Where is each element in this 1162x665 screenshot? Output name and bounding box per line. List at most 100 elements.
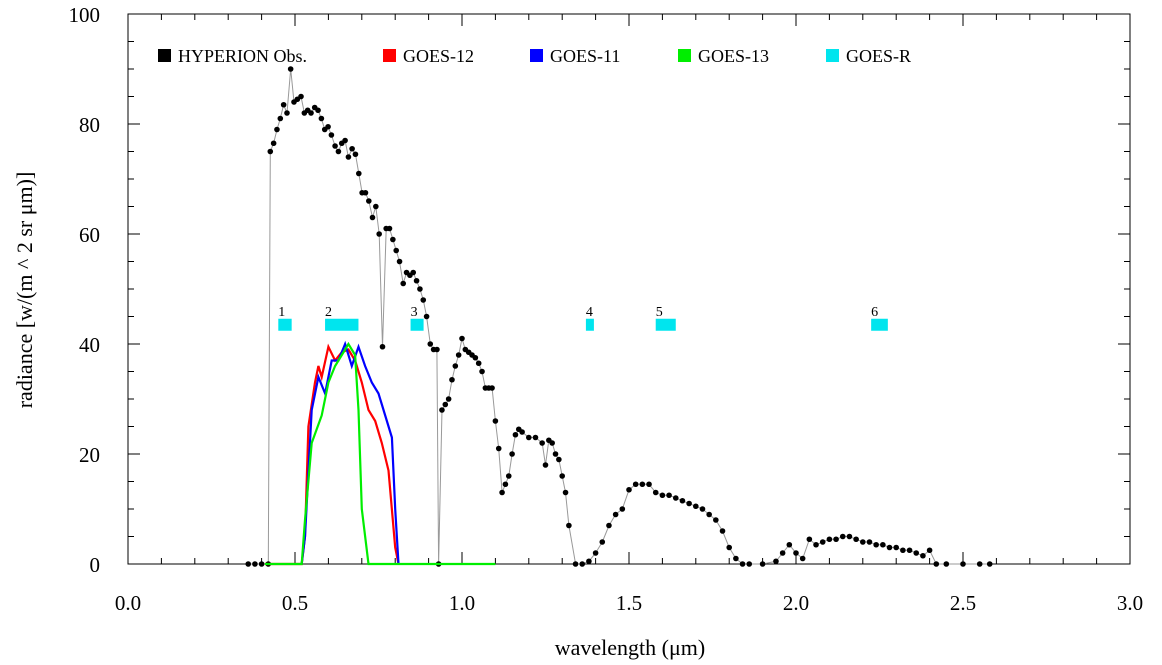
data-point xyxy=(509,451,515,457)
data-point xyxy=(686,500,692,507)
band xyxy=(325,318,359,331)
x-tick-label: 1.5 xyxy=(616,591,642,615)
y-tick-label: 100 xyxy=(69,3,101,27)
data-point xyxy=(562,489,569,496)
data-point xyxy=(920,552,926,559)
data-point xyxy=(893,544,899,551)
band xyxy=(585,318,594,331)
legend-swatch xyxy=(383,49,396,62)
data-point xyxy=(499,489,505,496)
data-point xyxy=(442,401,449,408)
data-point xyxy=(455,352,462,358)
legend-swatch xyxy=(530,49,543,62)
data-point xyxy=(505,473,512,479)
x-tick-label: 2.0 xyxy=(783,591,809,615)
data-point xyxy=(379,343,386,350)
data-point xyxy=(906,547,913,554)
data-point xyxy=(277,115,284,122)
data-point xyxy=(860,539,866,545)
data-point xyxy=(308,110,314,116)
data-point xyxy=(362,189,369,196)
data-point xyxy=(352,151,359,158)
data-point xyxy=(267,148,274,155)
data-point xyxy=(880,541,886,548)
legend-label: GOES-12 xyxy=(403,46,474,66)
y-tick-label: 20 xyxy=(79,443,100,467)
data-point xyxy=(799,555,806,562)
data-point xyxy=(355,170,362,177)
data-point xyxy=(572,561,579,567)
data-point xyxy=(786,541,793,548)
data-point xyxy=(342,137,348,144)
data-point xyxy=(926,547,933,554)
data-point xyxy=(713,517,719,523)
data-point xyxy=(376,231,382,237)
x-tick-label: 0.5 xyxy=(282,591,308,615)
y-tick-label: 0 xyxy=(90,553,101,577)
band xyxy=(278,318,292,331)
data-point xyxy=(413,277,420,284)
data-point xyxy=(833,536,839,543)
data-point xyxy=(672,495,679,501)
data-point xyxy=(549,440,555,446)
x-tick-label: 2.5 xyxy=(950,591,976,615)
x-tick-label: 1.0 xyxy=(449,591,475,615)
data-point xyxy=(606,522,612,529)
legend-swatch xyxy=(678,49,691,62)
data-point xyxy=(986,561,993,567)
data-point xyxy=(423,313,430,320)
data-point xyxy=(873,541,879,548)
data-point xyxy=(332,143,338,149)
data-point xyxy=(449,376,455,383)
series-line xyxy=(300,340,400,565)
data-point xyxy=(298,93,304,100)
data-point xyxy=(886,544,893,551)
data-point xyxy=(612,511,619,518)
series-line xyxy=(264,341,496,566)
data-point xyxy=(526,434,532,441)
data-point xyxy=(349,145,355,152)
data-point xyxy=(542,462,549,468)
data-point xyxy=(369,214,376,221)
data-point xyxy=(813,541,819,548)
data-point xyxy=(495,445,502,452)
data-point xyxy=(492,418,499,424)
data-point xyxy=(592,550,599,556)
data-point xyxy=(258,561,265,567)
data-point xyxy=(325,123,331,130)
band xyxy=(410,318,424,331)
y-axis-label: radiance [w/(m ^ 2 sr μm)] xyxy=(12,172,37,409)
data-point xyxy=(853,536,859,543)
data-point xyxy=(719,528,726,534)
data-point xyxy=(943,561,950,567)
data-point xyxy=(626,486,632,493)
data-point xyxy=(559,473,565,479)
band-label: 6 xyxy=(871,305,878,320)
data-point xyxy=(519,429,525,435)
data-point xyxy=(284,110,290,116)
series-line xyxy=(264,343,400,566)
band-label: 5 xyxy=(656,305,663,320)
data-point xyxy=(502,481,509,488)
data-point xyxy=(274,126,280,133)
data-point xyxy=(806,536,813,543)
data-point xyxy=(679,497,686,504)
data-point xyxy=(386,225,393,232)
data-point xyxy=(693,503,699,510)
data-point xyxy=(639,481,646,488)
band-label: 1 xyxy=(278,305,285,320)
data-point xyxy=(417,286,423,292)
data-point xyxy=(579,561,586,567)
data-point xyxy=(599,539,606,545)
data-point xyxy=(773,558,779,565)
legend-label: HYPERION Obs. xyxy=(178,46,307,66)
data-point xyxy=(410,269,417,276)
data-point xyxy=(439,407,445,413)
data-point xyxy=(373,203,379,210)
data-point xyxy=(489,385,495,391)
y-tick-label: 80 xyxy=(79,113,100,137)
data-point xyxy=(287,66,294,72)
legend-label: GOES-R xyxy=(846,46,911,66)
data-point xyxy=(390,236,396,243)
